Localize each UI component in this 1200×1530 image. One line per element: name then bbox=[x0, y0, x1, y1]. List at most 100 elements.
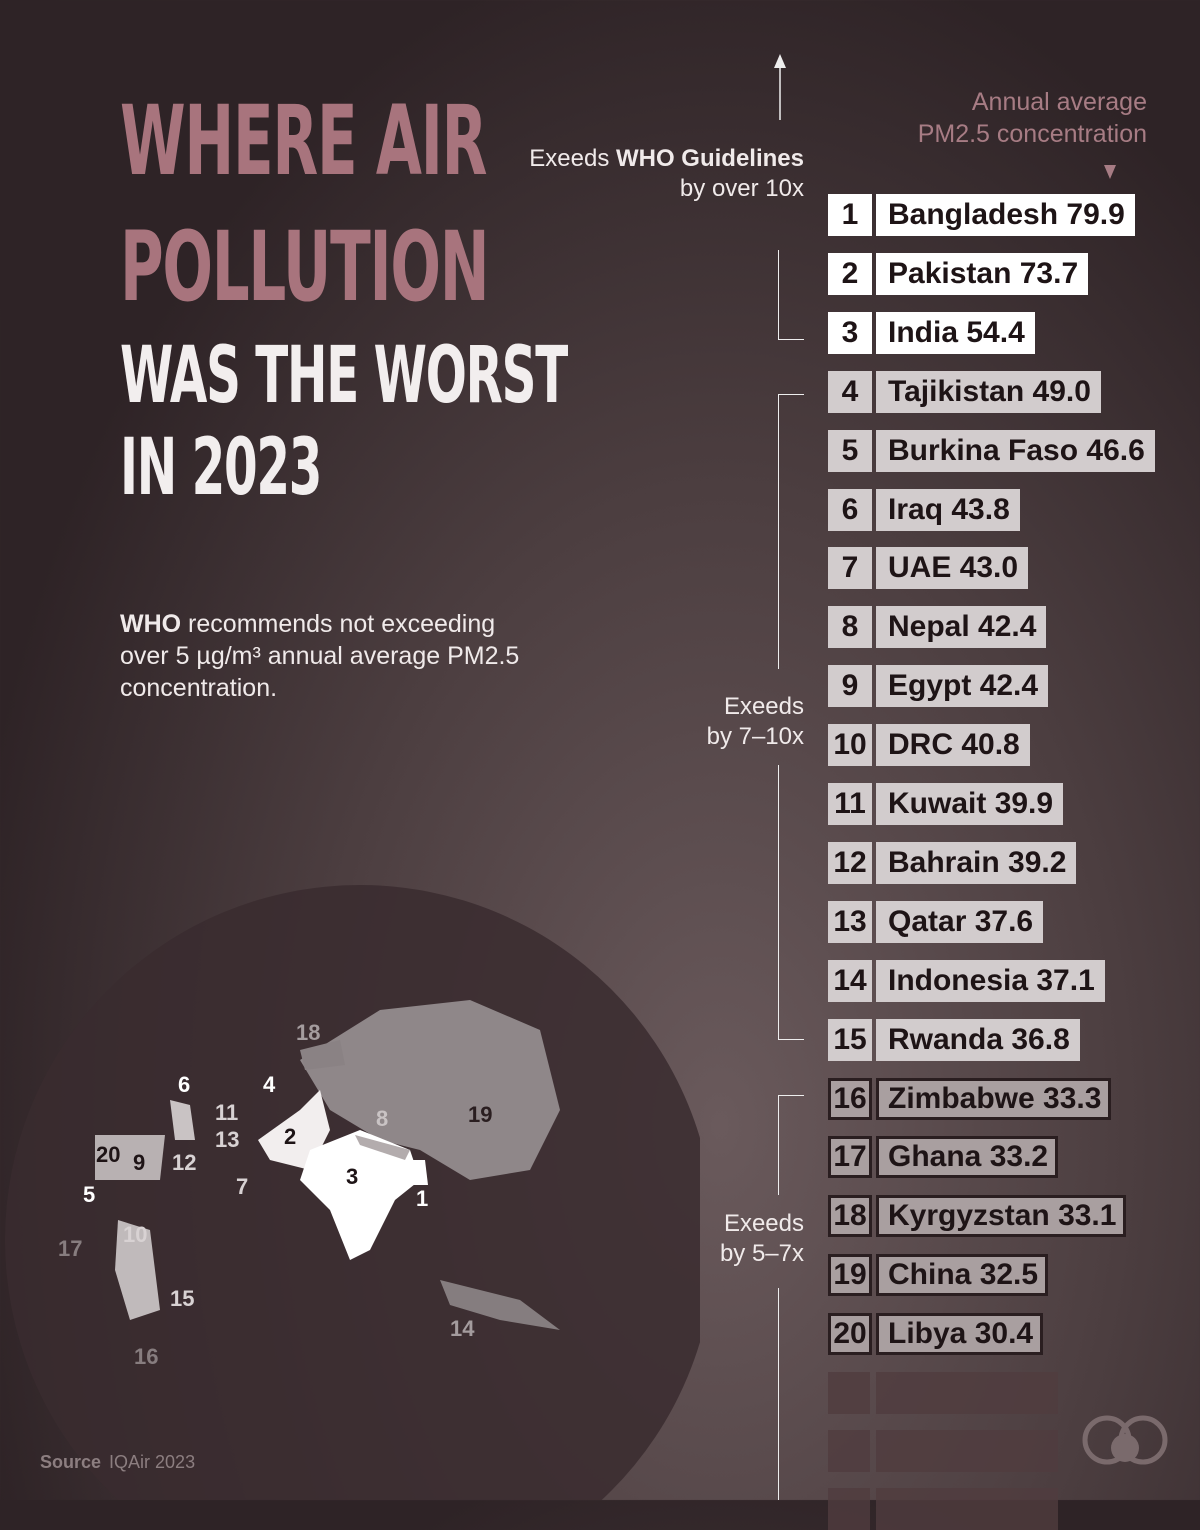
group-line: Exeeds bbox=[723, 1210, 804, 1237]
country-name: Kyrgyzstan bbox=[888, 1199, 1050, 1233]
country-value: Rwanda 36.8 bbox=[876, 1018, 1080, 1061]
pm25-value: 43.0 bbox=[959, 551, 1019, 585]
map-label-16: 16 bbox=[134, 1344, 158, 1369]
pm25-value: 49.0 bbox=[1032, 374, 1091, 408]
country-value: Egypt 42.4 bbox=[876, 665, 1049, 708]
pm25-value: 37.6 bbox=[974, 904, 1034, 938]
arrow-down-icon bbox=[1104, 165, 1116, 179]
group-label-tier-1: Exeeds WHO Guidelines by over 10x bbox=[529, 144, 804, 204]
title-line-4: IN 2023 bbox=[120, 423, 322, 513]
map-label-4: 4 bbox=[263, 1072, 276, 1097]
rank-number: 18 bbox=[828, 1195, 872, 1238]
country-name: Ghana bbox=[888, 1140, 982, 1174]
ranking-row: 5 Burkina Faso 46.6 bbox=[828, 429, 1155, 472]
pm25-value: 39.9 bbox=[994, 787, 1054, 820]
pm25-value: 33.2 bbox=[989, 1140, 1049, 1174]
country-name: Qatar bbox=[888, 904, 967, 938]
rank-number: 11 bbox=[828, 783, 872, 825]
country-name: UAE bbox=[888, 551, 952, 585]
rank-number: 9 bbox=[828, 665, 872, 708]
pm25-value: 73.7 bbox=[1019, 256, 1079, 290]
pm25-value: 33.1 bbox=[1058, 1199, 1117, 1233]
globe-map: 18 4 6 11 13 12 7 2 8 19 3 1 20 9 5 17 1… bbox=[5, 885, 700, 1500]
pm25-value: 36.8 bbox=[1011, 1022, 1070, 1056]
country-value: Tajikistan 49.0 bbox=[876, 370, 1101, 413]
group-line: by 5–7x bbox=[719, 1240, 804, 1267]
map-label-6: 6 bbox=[178, 1072, 190, 1097]
pm25-value: 40.8 bbox=[961, 728, 1020, 762]
title-line-1: WHERE AIR bbox=[120, 85, 487, 197]
ranking-row: 20 Libya 30.4 bbox=[828, 1313, 1044, 1356]
country-value: Iraq 43.8 bbox=[876, 488, 1020, 531]
unit-label: Annual average PM2.5 concentration bbox=[918, 86, 1147, 150]
unit-line-2: PM2.5 concentration bbox=[917, 120, 1147, 148]
indonesia-shape bbox=[440, 1280, 560, 1330]
ranking-row: 3 India 54.4 bbox=[828, 311, 1035, 354]
rank-number: 14 bbox=[828, 959, 872, 1002]
visual-capitalist-logo-icon bbox=[1082, 1415, 1168, 1465]
country-value: Bahrain 39.2 bbox=[876, 841, 1077, 884]
ranking-row: 14 Indonesia 37.1 bbox=[828, 959, 1105, 1002]
nepal-shape bbox=[355, 1135, 410, 1160]
country-name: Libya bbox=[888, 1317, 967, 1351]
ghost-row bbox=[828, 1488, 1058, 1530]
map-label-11: 11 bbox=[215, 1100, 238, 1125]
country-name: Zimbabwe bbox=[888, 1081, 1035, 1115]
map-label-9: 9 bbox=[133, 1150, 145, 1175]
country-value: Qatar 37.6 bbox=[876, 900, 1044, 943]
ranking-row: 1 Bangladesh 79.9 bbox=[828, 194, 1135, 236]
pm25-value: 37.1 bbox=[1036, 963, 1095, 997]
ranking-row: 12 Bahrain 39.2 bbox=[828, 841, 1077, 884]
pm25-value: 42.4 bbox=[978, 610, 1037, 644]
rank-number: 4 bbox=[828, 370, 872, 413]
country-value: Burkina Faso 46.6 bbox=[876, 429, 1155, 472]
bracket-tier-2-bottom bbox=[778, 765, 804, 1040]
ranking-row: 11 Kuwait 39.9 bbox=[828, 783, 1064, 825]
ranking-row: 10 DRC 40.8 bbox=[828, 724, 1030, 767]
title-line-3: WAS THE WORST bbox=[120, 331, 568, 421]
country-value: DRC 40.8 bbox=[876, 724, 1030, 767]
country-value: China 32.5 bbox=[876, 1254, 1049, 1297]
ranking-row: 13 Qatar 37.6 bbox=[828, 900, 1044, 943]
pm25-value: 46.6 bbox=[1086, 433, 1145, 467]
ranking-row: 6 Iraq 43.8 bbox=[828, 488, 1020, 531]
map-label-15: 15 bbox=[170, 1286, 194, 1311]
rank-number: 6 bbox=[828, 488, 872, 531]
ranking-row: 17 Ghana 33.2 bbox=[828, 1136, 1059, 1179]
rank-number: 7 bbox=[828, 547, 872, 590]
country-name: Pakistan bbox=[888, 256, 1012, 290]
rank-number: 12 bbox=[828, 841, 872, 884]
china-shape bbox=[300, 1000, 560, 1180]
ranking-row: 18 Kyrgyzstan 33.1 bbox=[828, 1195, 1127, 1238]
pm25-value: 33.3 bbox=[1043, 1081, 1102, 1115]
who-note: WHO recommends not exceeding over 5 µg/m… bbox=[120, 608, 520, 704]
map-label-14: 14 bbox=[450, 1316, 475, 1341]
group-line: Exeeds bbox=[723, 693, 804, 720]
map-label-19: 19 bbox=[468, 1102, 492, 1127]
ranking-row: 4 Tajikistan 49.0 bbox=[828, 370, 1101, 413]
pm25-value: 43.8 bbox=[951, 492, 1010, 526]
rank-number: 16 bbox=[828, 1077, 872, 1120]
page-title: WHERE AIR POLLUTION WAS THE WORST IN 202… bbox=[120, 78, 568, 514]
country-name: DRC bbox=[888, 728, 953, 762]
source-label: Source bbox=[40, 1452, 102, 1472]
drc-shape bbox=[115, 1220, 160, 1320]
ranking-row: 19 China 32.5 bbox=[828, 1254, 1049, 1297]
country-value: Kuwait 39.9 bbox=[876, 783, 1064, 825]
country-name: India bbox=[888, 315, 959, 349]
group-bold: WHO Guidelines bbox=[615, 145, 804, 172]
map-label-8: 8 bbox=[376, 1106, 388, 1131]
group-label-tier-3: Exeeds by 5–7x bbox=[720, 1209, 804, 1269]
country-name: Bahrain bbox=[888, 845, 1000, 879]
india-shape bbox=[300, 1130, 420, 1260]
group-post: by over 10x bbox=[679, 175, 804, 202]
rank-number: 10 bbox=[828, 724, 872, 767]
pm25-value: 30.4 bbox=[974, 1317, 1034, 1351]
country-name: Indonesia bbox=[888, 963, 1029, 997]
country-name: Egypt bbox=[888, 669, 972, 703]
group-line: by 7–10x bbox=[706, 723, 804, 750]
rank-number: 15 bbox=[828, 1018, 872, 1061]
rank-number: 13 bbox=[828, 900, 872, 943]
rank-number: 17 bbox=[828, 1136, 872, 1179]
map-label-17: 17 bbox=[58, 1236, 82, 1261]
